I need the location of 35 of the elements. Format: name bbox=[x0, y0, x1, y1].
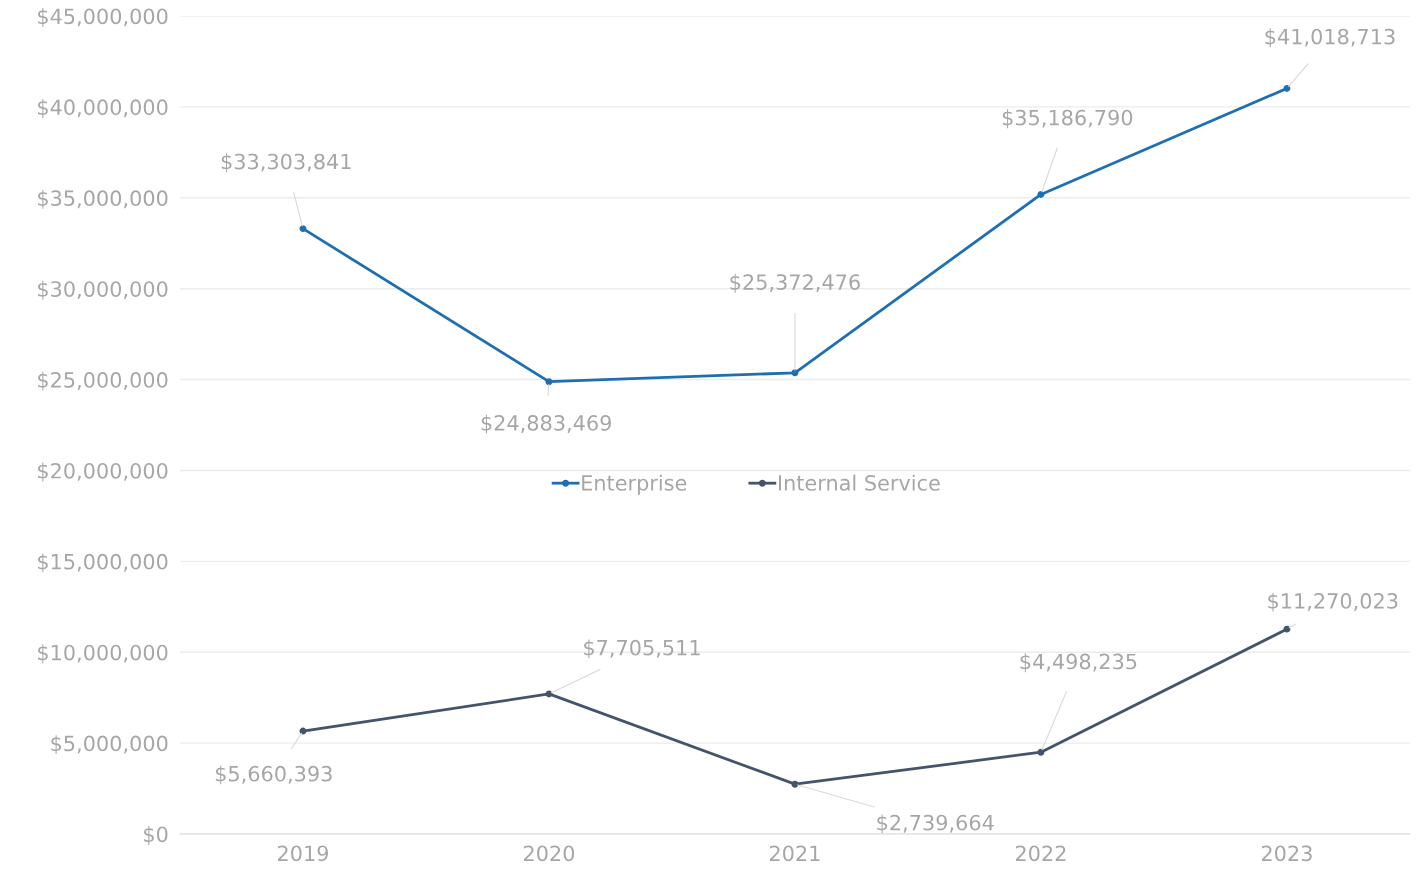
data-label: $25,372,476 bbox=[730, 273, 860, 293]
legend-label: Internal Service bbox=[778, 474, 940, 491]
point bbox=[791, 369, 799, 377]
point bbox=[1283, 625, 1291, 633]
x-tick-label: 2022 bbox=[1015, 845, 1066, 862]
y-tick-label: $30,000,000 bbox=[38, 280, 168, 300]
point bbox=[299, 225, 307, 233]
point bbox=[791, 780, 799, 788]
x-tick-label: 2020 bbox=[523, 845, 575, 862]
x-tick-label: 2021 bbox=[769, 845, 820, 862]
x-tick-label: 2023 bbox=[1261, 845, 1312, 862]
point bbox=[545, 378, 553, 386]
data-label: $33,303,841 bbox=[221, 153, 351, 173]
y-tick-label: $45,000,000 bbox=[38, 8, 168, 28]
y-tick-label: $0 bbox=[144, 826, 168, 845]
data-label: $41,018,713 bbox=[1265, 28, 1395, 48]
y-tick-label: $10,000,000 bbox=[38, 644, 168, 664]
y-tick-label: $15,000,000 bbox=[38, 553, 168, 573]
y-tick-label: $5,000,000 bbox=[51, 735, 168, 755]
data-label: $5,660,393 bbox=[215, 765, 332, 785]
point bbox=[1037, 190, 1045, 198]
data-label: $4,498,235 bbox=[1020, 653, 1137, 673]
legend-label: Enterprise bbox=[582, 474, 687, 495]
y-tick-label: $20,000,000 bbox=[38, 462, 168, 482]
y-tick-label: $25,000,000 bbox=[38, 371, 168, 391]
y-tick-label: $35,000,000 bbox=[38, 189, 168, 209]
data-label: $2,739,664 bbox=[877, 814, 994, 834]
x-tick-label: 2019 bbox=[277, 845, 328, 862]
data-label: $11,270,023 bbox=[1268, 592, 1398, 612]
point bbox=[1037, 748, 1045, 756]
data-label: $24,883,469 bbox=[481, 414, 611, 434]
point bbox=[1283, 84, 1291, 92]
data-label: $7,705,511 bbox=[584, 639, 700, 659]
data-label: $35,186,790 bbox=[1002, 109, 1133, 129]
y-tick-label: $40,000,000 bbox=[38, 99, 168, 118]
